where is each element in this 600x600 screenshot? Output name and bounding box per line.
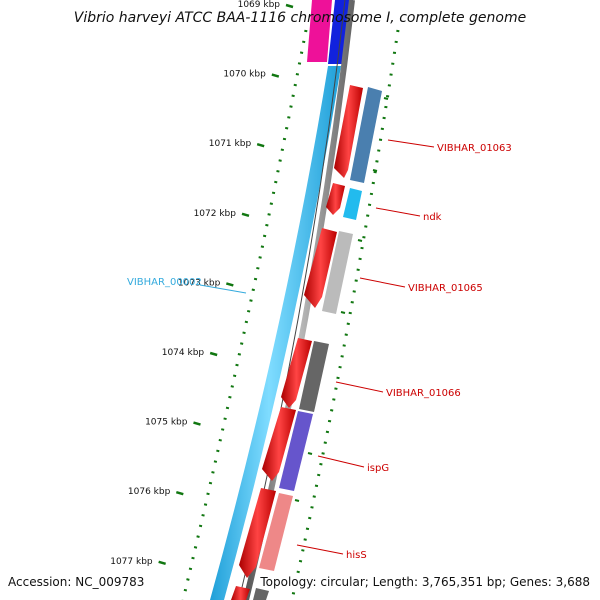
kbp-tick-1075 xyxy=(193,421,201,426)
kbp-tick-1071 xyxy=(256,142,265,148)
gene-label-ispG[interactable]: ispG xyxy=(367,463,389,474)
feature-VIBHAR_01063[interactable] xyxy=(350,87,382,183)
feature-VIBHAR_01066[interactable] xyxy=(299,341,329,412)
kbp-tick-label-1074: 1074 kbp xyxy=(162,348,205,358)
cds-arrow-ispG[interactable] xyxy=(262,407,296,481)
gene-callouts xyxy=(296,139,435,555)
kbp-tick-label-1071: 1071 kbp xyxy=(209,139,252,149)
gene-label-VIBHAR_01066[interactable]: VIBHAR_01066 xyxy=(386,388,461,399)
kbp-tick-1072 xyxy=(241,212,250,218)
feature-ispG[interactable] xyxy=(279,411,313,491)
feature-ticks xyxy=(294,97,389,502)
feature-bottom xyxy=(253,588,269,600)
cds-track xyxy=(231,85,363,600)
gc-track-outer xyxy=(181,29,308,600)
cds-arrow-VIBHAR_01066[interactable] xyxy=(281,338,312,408)
kbp-tick-1069 xyxy=(285,3,294,9)
kbp-tick-label-1077: 1077 kbp xyxy=(110,557,153,567)
outer-track xyxy=(210,66,341,600)
kbp-tick-1077 xyxy=(158,560,166,566)
map-title: Vibrio harveyi ATCC BAA-1116 chromosome … xyxy=(73,10,527,26)
kbp-tick-1076 xyxy=(175,490,184,496)
top-pink-feature xyxy=(307,0,332,62)
kbp-tick-label-1069: 1069 kbp xyxy=(238,0,281,10)
kbp-tick-1070 xyxy=(271,73,280,78)
feature-hisS[interactable] xyxy=(259,493,293,571)
cds-arrow-VIBHAR_01065[interactable] xyxy=(304,228,337,308)
kbp-tick-1074 xyxy=(209,351,218,357)
kbp-tick-label-1072: 1072 kbp xyxy=(194,209,237,219)
kbp-tick-label-1075: 1075 kbp xyxy=(145,418,188,428)
cds-arrow-ndk[interactable] xyxy=(326,183,345,215)
feature-track xyxy=(253,87,382,600)
gene-label-hisS[interactable]: hisS xyxy=(346,550,367,561)
accession-text: Accession: NC_009783 xyxy=(8,575,145,589)
kbp-tick-1073 xyxy=(225,282,234,287)
pseudo-label[interactable]: VIBHAR_00002 xyxy=(127,277,202,288)
kbp-tick-label-1073: 1073 kbp xyxy=(178,278,221,288)
pseudo-callout xyxy=(199,284,247,294)
gene-label-ndk[interactable]: ndk xyxy=(423,212,442,223)
feature-VIBHAR_01065[interactable] xyxy=(322,231,353,314)
gene-label-VIBHAR_01063[interactable]: VIBHAR_01063 xyxy=(437,143,512,154)
gene-label-VIBHAR_01065[interactable]: VIBHAR_01065 xyxy=(408,283,483,294)
kbp-tick-label-1076: 1076 kbp xyxy=(128,487,171,497)
cds-arrow-hisS[interactable] xyxy=(239,488,276,578)
cds-arrow-bottom xyxy=(231,586,250,600)
feature-ndk[interactable] xyxy=(343,188,362,220)
kbp-ticks: 1069 kbp 1070 kbp 1071 kbp 1072 kbp 1073 kbp… xyxy=(110,0,294,567)
kbp-tick-label-1070: 1070 kbp xyxy=(223,70,266,80)
cds-arrow-VIBHAR_01063[interactable] xyxy=(334,85,363,178)
topology-text: Topology: circular; Length: 3,765,351 bp… xyxy=(260,575,590,589)
